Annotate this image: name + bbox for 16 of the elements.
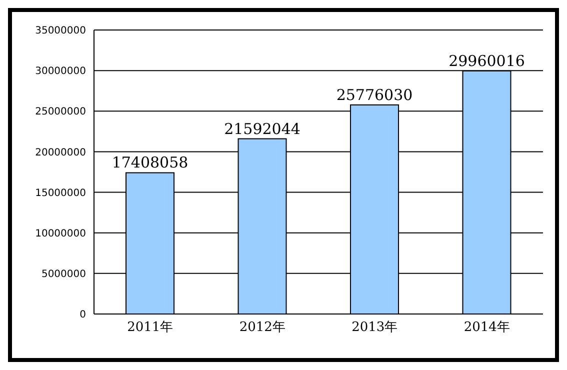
y-tick-label: 30000000	[35, 66, 86, 78]
x-tick-label: 2014年	[464, 320, 510, 336]
x-tick-label: 2013年	[352, 320, 398, 336]
data-label: 17408058	[112, 154, 188, 172]
data-label: 21592044	[224, 120, 300, 138]
x-tick-label: 2012年	[239, 320, 286, 336]
data-label: 29960016	[448, 52, 525, 70]
x-tick-label: 2011年	[127, 320, 174, 336]
y-tick-label: 0	[80, 310, 86, 321]
y-tick-label: 25000000	[35, 106, 86, 118]
data-label: 25776030	[336, 86, 413, 104]
y-tick-label: 10000000	[35, 228, 86, 240]
y-tick-label: 15000000	[35, 188, 86, 199]
y-tick-label: 5000000	[41, 268, 86, 280]
y-tick-label: 20000000	[35, 147, 86, 158]
y-tick-label: 35000000	[35, 26, 86, 37]
